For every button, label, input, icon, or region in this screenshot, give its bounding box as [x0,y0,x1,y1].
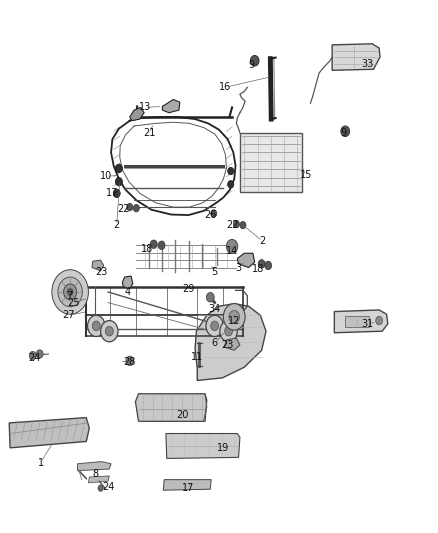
Circle shape [127,204,133,211]
Polygon shape [88,476,110,483]
Circle shape [36,350,43,358]
Circle shape [376,317,383,325]
Polygon shape [92,260,104,271]
Text: 14: 14 [226,246,238,256]
Text: 1: 1 [38,458,44,467]
Circle shape [98,485,103,491]
Text: 21: 21 [143,128,155,138]
Circle shape [251,55,259,66]
Circle shape [223,304,245,330]
Polygon shape [163,480,211,490]
Polygon shape [9,418,89,448]
Polygon shape [195,304,266,381]
Text: 12: 12 [228,316,240,326]
Circle shape [106,326,113,336]
Polygon shape [224,338,240,350]
Text: 2: 2 [259,236,266,246]
Circle shape [341,126,350,136]
Circle shape [206,316,223,336]
Polygon shape [334,310,388,333]
Circle shape [133,205,139,212]
Polygon shape [162,100,180,113]
Circle shape [150,240,157,248]
Text: 24: 24 [102,481,114,491]
Text: 3: 3 [236,263,242,272]
Circle shape [116,164,122,173]
Text: 20: 20 [176,410,188,420]
Circle shape [101,320,118,342]
Text: 22: 22 [117,204,130,214]
Text: 17: 17 [106,188,119,198]
Bar [345,316,369,327]
Circle shape [58,277,82,307]
Text: 4: 4 [124,287,131,297]
Polygon shape [332,44,380,70]
Text: 8: 8 [92,470,98,479]
Circle shape [52,270,88,314]
Text: 11: 11 [191,352,203,361]
Circle shape [64,284,77,300]
Text: 22: 22 [226,220,238,230]
Circle shape [220,320,237,342]
Text: 18: 18 [252,264,264,274]
Text: 7: 7 [66,290,72,301]
Text: 16: 16 [219,82,232,92]
Circle shape [92,321,100,330]
Circle shape [240,221,246,229]
Text: 6: 6 [212,338,218,349]
Circle shape [233,220,240,228]
Circle shape [225,326,233,336]
Polygon shape [78,462,111,471]
Text: 15: 15 [300,171,312,180]
Polygon shape [130,108,144,120]
Circle shape [265,261,272,270]
Text: 9: 9 [249,60,255,70]
Text: 34: 34 [208,304,221,314]
Text: 17: 17 [182,482,195,492]
Circle shape [226,239,238,253]
Text: 26: 26 [204,209,216,220]
Circle shape [158,241,165,249]
Circle shape [206,293,214,302]
Polygon shape [122,276,133,289]
Text: 19: 19 [217,443,230,453]
Text: 9: 9 [340,128,346,138]
Text: 18: 18 [141,244,153,254]
Circle shape [88,316,105,336]
Text: 33: 33 [361,59,373,69]
Text: 10: 10 [100,172,112,181]
Circle shape [228,167,234,175]
Text: 23: 23 [95,267,108,277]
Text: 5: 5 [212,267,218,277]
Circle shape [29,351,36,360]
Text: 24: 24 [28,353,40,362]
Text: 2: 2 [113,220,120,230]
Text: 13: 13 [139,102,151,112]
Text: 29: 29 [182,284,195,294]
Text: 31: 31 [361,319,373,329]
Text: 27: 27 [63,310,75,320]
Polygon shape [135,394,207,421]
Polygon shape [166,433,240,458]
Circle shape [67,289,73,295]
Text: 25: 25 [67,297,79,308]
Circle shape [228,181,234,188]
Circle shape [116,177,122,186]
Text: 28: 28 [124,357,136,367]
Circle shape [126,356,134,366]
Circle shape [258,260,265,268]
Circle shape [113,189,120,198]
Bar [240,133,302,192]
Circle shape [211,210,217,217]
Text: 23: 23 [222,340,234,350]
Polygon shape [237,253,254,268]
Circle shape [211,321,219,330]
Circle shape [229,311,240,323]
